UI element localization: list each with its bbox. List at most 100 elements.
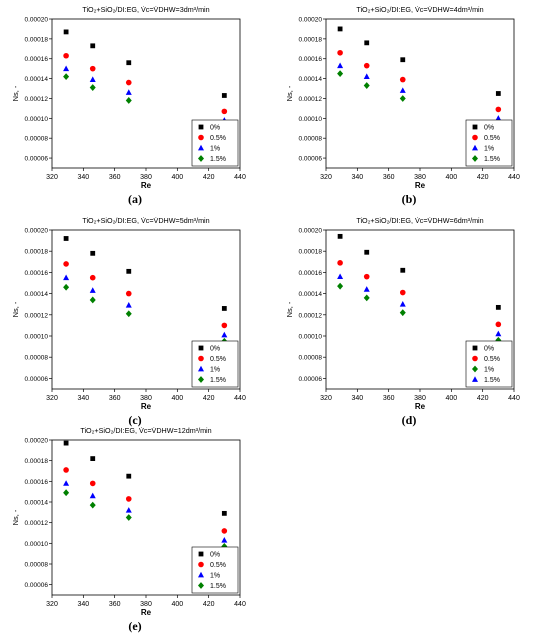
- legend-label: 0.5%: [210, 562, 226, 569]
- data-point: [89, 287, 96, 293]
- data-point: [221, 322, 228, 329]
- data-point: [125, 79, 132, 86]
- data-point: [89, 501, 96, 509]
- data-point: [63, 283, 70, 291]
- legend-label: 0%: [210, 346, 220, 353]
- x-axis-label: Re: [141, 181, 152, 190]
- data-point: [125, 507, 132, 513]
- x-tick-label: 360: [383, 395, 395, 402]
- y-tick-label: 0.00008: [25, 136, 49, 143]
- data-point: [63, 440, 69, 446]
- data-point: [221, 306, 227, 311]
- x-tick-label: 380: [140, 601, 152, 608]
- x-tick-label: 340: [351, 174, 363, 181]
- panel-label-a: (a): [128, 192, 142, 206]
- legend-label: 0%: [484, 346, 494, 353]
- y-tick-label: 0.00016: [25, 479, 49, 486]
- y-tick-label: 0.00016: [299, 56, 323, 63]
- x-tick-label: 400: [445, 395, 457, 402]
- data-point: [63, 52, 69, 59]
- x-tick-label: 360: [383, 174, 395, 181]
- data-point: [399, 289, 406, 296]
- data-point: [90, 43, 96, 49]
- data-point: [89, 76, 96, 82]
- data-point: [337, 70, 344, 78]
- data-point: [337, 62, 344, 69]
- data-point: [63, 480, 70, 486]
- data-point: [364, 249, 370, 255]
- y-axis-label: Ns, -: [285, 85, 294, 101]
- data-point: [125, 89, 132, 95]
- y-tick-label: 0.00010: [299, 334, 323, 341]
- x-tick-label: 340: [77, 601, 89, 608]
- data-point: [399, 95, 406, 102]
- data-point: [125, 310, 132, 318]
- legend-marker: [472, 144, 478, 151]
- data-point: [126, 60, 132, 66]
- x-tick-label: 400: [171, 174, 183, 181]
- y-tick-label: 0.00014: [25, 76, 49, 83]
- data-point: [337, 260, 343, 266]
- x-tick-label: 420: [477, 395, 489, 402]
- chart-title: TiO₂+SiO₂/DI:EG, V̇c=V̇DHW=4dm³/min: [356, 5, 483, 14]
- legend-label: 0.5%: [210, 356, 226, 363]
- y-tick-label: 0.00012: [25, 96, 49, 103]
- y-tick-label: 0.00016: [25, 270, 49, 277]
- x-tick-label: 320: [46, 174, 58, 181]
- legend-label: 1.5%: [484, 156, 500, 163]
- y-tick-label: 0.00012: [299, 312, 323, 319]
- chart-panel-a: TiO₂+SiO₂/DI:EG, V̇c=V̇DHW=3dm³/min 320 34…: [10, 2, 260, 207]
- y-tick-label: 0.00012: [25, 312, 49, 319]
- legend-label: 1.5%: [210, 583, 226, 590]
- legend-marker: [198, 155, 204, 162]
- data-point: [337, 233, 343, 239]
- chart-c: TiO₂+SiO₂/DI:EG, V̇c=V̇DHW=5dm³/min 320 34…: [11, 216, 246, 411]
- data-point: [495, 321, 502, 328]
- y-axis-label: Ns, -: [11, 85, 20, 101]
- chart-b: TiO₂+SiO₂/DI:EG, V̇c=V̇DHW=4dm³/min 320 34…: [285, 5, 520, 190]
- chart-panel-d: TiO₂+SiO₂/DI:EG, V̇c=V̇DHW=6dm³/min 320 34…: [284, 213, 534, 428]
- chart-title: TiO₂+SiO₂/DI:EG, V̇c=V̇DHW=3dm³/min: [82, 5, 209, 14]
- legend-marker: [472, 124, 478, 130]
- y-tick-label: 0.00016: [25, 56, 49, 63]
- y-tick-label: 0.00008: [25, 562, 49, 569]
- x-axis-label: Re: [415, 181, 426, 190]
- legend-label: 1%: [210, 573, 220, 580]
- data-point: [89, 84, 96, 91]
- x-tick-label: 420: [203, 395, 215, 402]
- data-point: [90, 250, 96, 256]
- data-point: [337, 49, 343, 56]
- y-tick-label: 0.00010: [299, 116, 323, 123]
- y-tick-label: 0.00008: [299, 355, 323, 362]
- y-tick-label: 0.00018: [299, 249, 323, 256]
- y-tick-label: 0.00014: [25, 291, 49, 298]
- data-point: [400, 57, 406, 63]
- panel-label-b: (b): [401, 192, 417, 206]
- x-axis-label: Re: [141, 608, 152, 617]
- legend-label: 1.5%: [484, 377, 500, 384]
- data-point: [495, 304, 501, 310]
- x-tick-label: 380: [414, 174, 426, 181]
- x-tick-label: 320: [320, 174, 332, 181]
- chart-panel-e: TiO₂+SiO₂/DI:EG, V̇c=V̇DHW=12dm³/min 320 3…: [10, 423, 260, 635]
- y-axis-label: Ns, -: [285, 301, 294, 317]
- y-tick-label: 0.00008: [299, 136, 323, 143]
- y-tick-label: 0.00010: [25, 541, 49, 548]
- data-point: [221, 510, 227, 516]
- data-point: [90, 456, 96, 461]
- x-tick-label: 440: [234, 601, 246, 608]
- data-point: [126, 268, 132, 274]
- y-tick-label: 0.00010: [25, 116, 49, 123]
- panel-label-c: (c): [128, 413, 142, 427]
- panel-label-e: (e): [128, 619, 142, 633]
- legend-label: 0.5%: [484, 356, 500, 363]
- y-tick-label: 0.00012: [299, 96, 323, 103]
- legend-marker: [472, 355, 478, 362]
- data-point: [363, 73, 370, 80]
- legend-label: 1%: [484, 146, 494, 153]
- data-point: [125, 514, 132, 521]
- legend-label: 1.5%: [210, 377, 226, 384]
- legend-label: 0%: [210, 125, 220, 132]
- y-tick-label: 0.00018: [25, 36, 49, 43]
- y-tick-label: 0.00020: [299, 228, 323, 235]
